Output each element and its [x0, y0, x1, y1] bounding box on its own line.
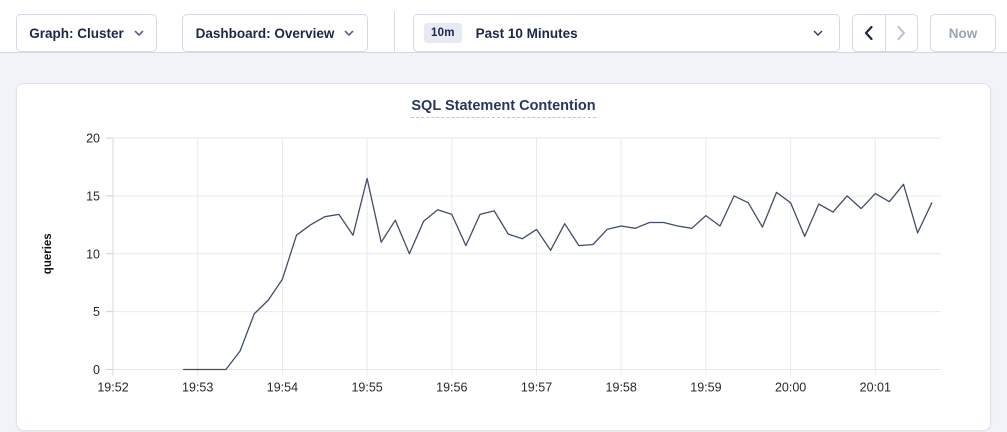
- toolbar-divider: [394, 11, 395, 52]
- y-tick-label: 5: [93, 305, 100, 319]
- chevron-down-icon: [344, 30, 354, 36]
- graph-dropdown[interactable]: Graph: Cluster: [16, 14, 157, 52]
- dashboard-dropdown-label: Dashboard: Overview: [195, 25, 335, 41]
- x-tick-label: 20:01: [860, 381, 891, 395]
- x-tick-label: 19:54: [267, 381, 298, 395]
- chart-card: SQL Statement Contention 0 5 10 15 20 19:52 19…: [16, 83, 991, 431]
- chevron-left-icon: [865, 26, 873, 40]
- chevron-down-icon: [813, 30, 823, 36]
- series-line: [182, 177, 933, 371]
- chart-title-row: SQL Statement Contention: [17, 97, 990, 118]
- x-tick-label: 19:52: [97, 381, 128, 395]
- x-tick-label: 20:00: [775, 381, 806, 395]
- y-tick-label: 0: [93, 363, 100, 377]
- x-tick-label: 19:55: [351, 381, 382, 395]
- dashboard-dropdown[interactable]: Dashboard: Overview: [182, 14, 368, 52]
- time-range-badge: 10m: [424, 23, 462, 43]
- x-tick-label: 19:53: [182, 381, 213, 395]
- x-tick-label: 19:58: [606, 381, 637, 395]
- y-tick-label: 15: [86, 189, 100, 203]
- graph-dropdown-label: Graph: Cluster: [29, 25, 124, 41]
- chart-svg[interactable]: 0 5 10 15 20 19:52 19:53 19:54 19:55 19:56 19:57 19…: [17, 84, 991, 431]
- chart-title[interactable]: SQL Statement Contention: [411, 98, 596, 118]
- dashboard-content: SQL Statement Contention 0 5 10 15 20 19:52 19…: [0, 53, 1007, 431]
- toolbar: Graph: Cluster Dashboard: Overview 10m P…: [0, 0, 1007, 53]
- time-range-label: Past 10 Minutes: [475, 25, 578, 41]
- x-tick-label: 19:56: [436, 381, 467, 395]
- x-tick-label: 19:57: [521, 381, 552, 395]
- chevron-right-icon: [897, 26, 905, 40]
- now-button[interactable]: Now: [930, 14, 996, 52]
- y-tick-label: 10: [86, 247, 100, 261]
- y-tick-label: 20: [86, 132, 100, 146]
- time-forward-button[interactable]: [884, 15, 918, 51]
- time-backward-button[interactable]: [853, 15, 885, 51]
- time-step-buttons: [852, 14, 918, 52]
- y-axis-title: queries: [42, 233, 54, 274]
- time-range-picker[interactable]: 10m Past 10 Minutes: [413, 14, 840, 52]
- chevron-down-icon: [134, 30, 144, 36]
- x-tick-label: 19:59: [690, 381, 721, 395]
